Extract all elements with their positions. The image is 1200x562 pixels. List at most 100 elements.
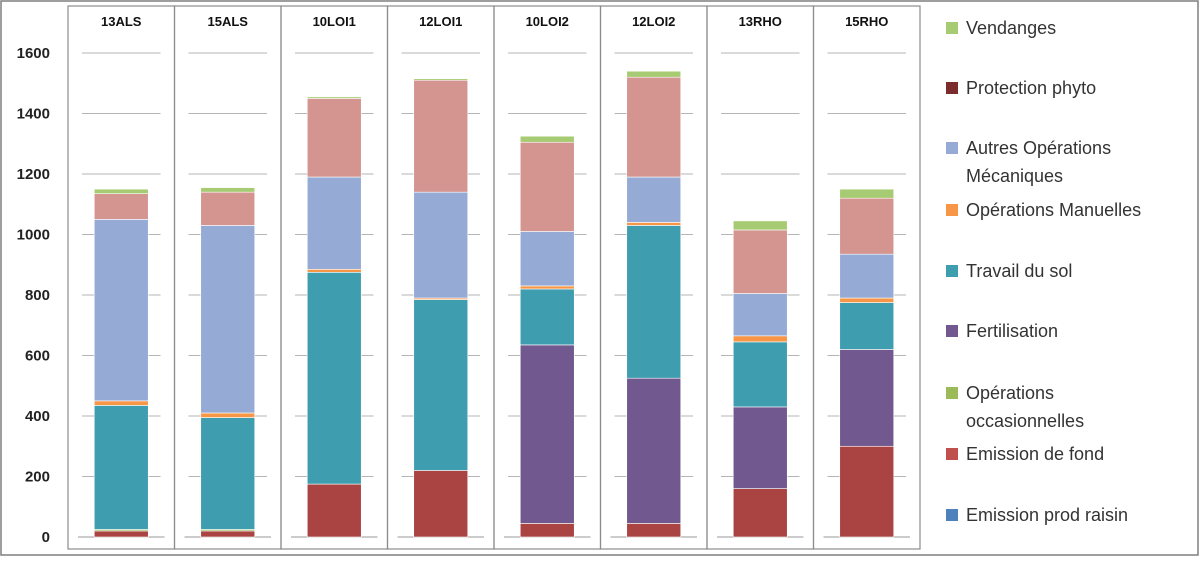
y-tick-label: 1000 [17, 227, 50, 244]
category-label: 15ALS [208, 14, 249, 29]
legend-swatch [946, 82, 958, 94]
category-label: 10LOI1 [313, 14, 356, 29]
legend-entry-vendanges: Vendanges [946, 18, 1056, 38]
panels: 13ALS 15ALS 10LOI1 12LOI1 10LOI2 12LOI2 13RHO 1… [67, 5, 921, 550]
panel-15als: 15ALS [173, 5, 282, 550]
panel-10loi1: 10LOI1 [280, 5, 389, 550]
bar-segment-autres-op-rations-m-caniques [413, 191, 469, 299]
bar-segment-travail-du-sol [306, 272, 362, 485]
legend-swatch [946, 22, 958, 34]
legend-label: Autres Opérations Mécaniques [966, 138, 1111, 186]
panel-10loi2: 10LOI2 [493, 5, 602, 550]
bar-segment-travail-du-sol [839, 302, 895, 350]
y-tick-label: 1600 [17, 45, 50, 62]
legend-swatch [946, 387, 958, 399]
legend-entry-emission-de-fond: Emission de fond [946, 444, 1104, 464]
bar-segment-protection-phyto [413, 79, 469, 193]
category-label: 15RHO [845, 14, 888, 29]
y-tick-label: 200 [25, 469, 50, 486]
bar-segment-op-rations-manuelles [626, 222, 682, 226]
y-tick-label: 400 [25, 408, 50, 425]
bar-segment-autres-op-rations-m-caniques [306, 176, 362, 270]
legend-entry-protection-phyto: Protection phyto [946, 78, 1096, 98]
legend-label: Opérations Manuelles [966, 200, 1141, 220]
bar-segment-autres-op-rations-m-caniques [839, 253, 895, 299]
bar-segment-fertilisation [839, 349, 895, 447]
panel-13rho: 13RHO [706, 5, 815, 550]
legend-entry-emission-prod-raisin: Emission prod raisin [946, 505, 1128, 525]
bar-segment-op-rations-manuelles [732, 335, 788, 343]
bar-segment-op-rations-manuelles [839, 297, 895, 303]
legend-entry-op-rations-occasionnelles: Opérations occasionnelles [946, 383, 1084, 431]
bar-segment-protection-phyto [306, 98, 362, 178]
bar-segment-emission-de-fond [413, 470, 469, 538]
legend-swatch [946, 265, 958, 277]
bar-segment-op-rations-manuelles [93, 400, 149, 406]
bar-segment-op-rations-manuelles [519, 285, 575, 290]
bar-segment-emission-de-fond [200, 530, 256, 538]
bar-segment-travail-du-sol [626, 225, 682, 379]
legend-swatch [946, 448, 958, 460]
bar-segment-fertilisation [732, 406, 788, 489]
y-axis: 0 200 400 600 800 1000 1200 1400 1600 [17, 45, 50, 546]
bar-segment-vendanges [732, 220, 788, 231]
legend-swatch [946, 142, 958, 154]
bar-segment-travail-du-sol [519, 288, 575, 346]
bar-segment-emission-de-fond [732, 488, 788, 538]
panel-15rho: 15RHO [812, 5, 921, 550]
bar-segment-vendanges [306, 96, 362, 99]
bar-segment-protection-phyto [200, 191, 256, 226]
y-tick-label: 600 [25, 348, 50, 365]
legend-entry-fertilisation: Fertilisation [946, 321, 1058, 341]
bar-segment-vendanges [200, 187, 256, 193]
bar-segment-vendanges [413, 78, 469, 81]
category-label: 13RHO [739, 14, 782, 29]
bar-segment-fertilisation [519, 344, 575, 524]
y-tick-label: 0 [42, 529, 50, 546]
legend-label: Vendanges [966, 18, 1056, 38]
bar-segment-autres-op-rations-m-caniques [732, 293, 788, 337]
legend-label: Travail du sol [966, 261, 1072, 281]
bar-segment-protection-phyto [93, 193, 149, 220]
bar-segment-protection-phyto [519, 141, 575, 232]
bar-segment-op-rations-manuelles [200, 412, 256, 418]
bar-segment-autres-op-rations-m-caniques [200, 225, 256, 414]
legend-swatch [946, 509, 958, 521]
category-label: 10LOI2 [526, 14, 569, 29]
bar-segment-emission-de-fond [93, 530, 149, 538]
bar-segment-vendanges [519, 135, 575, 143]
bar-segment-vendanges [839, 188, 895, 199]
legend-swatch [946, 204, 958, 216]
legend-label: Opérations occasionnelles [966, 383, 1084, 431]
legend: Vendanges Protection phyto Autres Opératio… [946, 18, 1141, 525]
bar-segment-emission-de-fond [519, 523, 575, 538]
bar-segment-travail-du-sol [413, 299, 469, 471]
panel-border [812, 5, 921, 550]
bar-segment-travail-du-sol [732, 341, 788, 408]
bar-segment-travail-du-sol [200, 417, 256, 530]
category-label: 12LOI2 [632, 14, 675, 29]
bar-segment-op-rations-manuelles [306, 268, 362, 273]
legend-label: Emission de fond [966, 444, 1104, 464]
bar-segment-emission-de-fond [306, 483, 362, 538]
bar-segment-vendanges [93, 188, 149, 194]
y-tick-label: 1400 [17, 106, 50, 123]
bar-segment-autres-op-rations-m-caniques [93, 219, 149, 402]
legend-label: Fertilisation [966, 321, 1058, 341]
bar-segment-protection-phyto [626, 76, 682, 178]
bar-segment-emission-de-fond [839, 445, 895, 538]
legend-entry-op-rations-manuelles: Opérations Manuelles [946, 200, 1141, 220]
bar-segment-travail-du-sol [93, 405, 149, 530]
y-tick-label: 800 [25, 287, 50, 304]
bar-segment-fertilisation [626, 377, 682, 524]
bar-segment-autres-op-rations-m-caniques [626, 176, 682, 223]
legend-entry-autres-op-rations-m-caniques: Autres Opérations Mécaniques [946, 138, 1111, 186]
legend-swatch [946, 325, 958, 337]
bar-segment-protection-phyto [839, 197, 895, 255]
panel-13als: 13ALS [67, 5, 176, 550]
bar-segment-autres-op-rations-m-caniques [519, 231, 575, 287]
bar-segment-vendanges [626, 70, 682, 78]
panel-12loi2: 12LOI2 [599, 5, 708, 550]
